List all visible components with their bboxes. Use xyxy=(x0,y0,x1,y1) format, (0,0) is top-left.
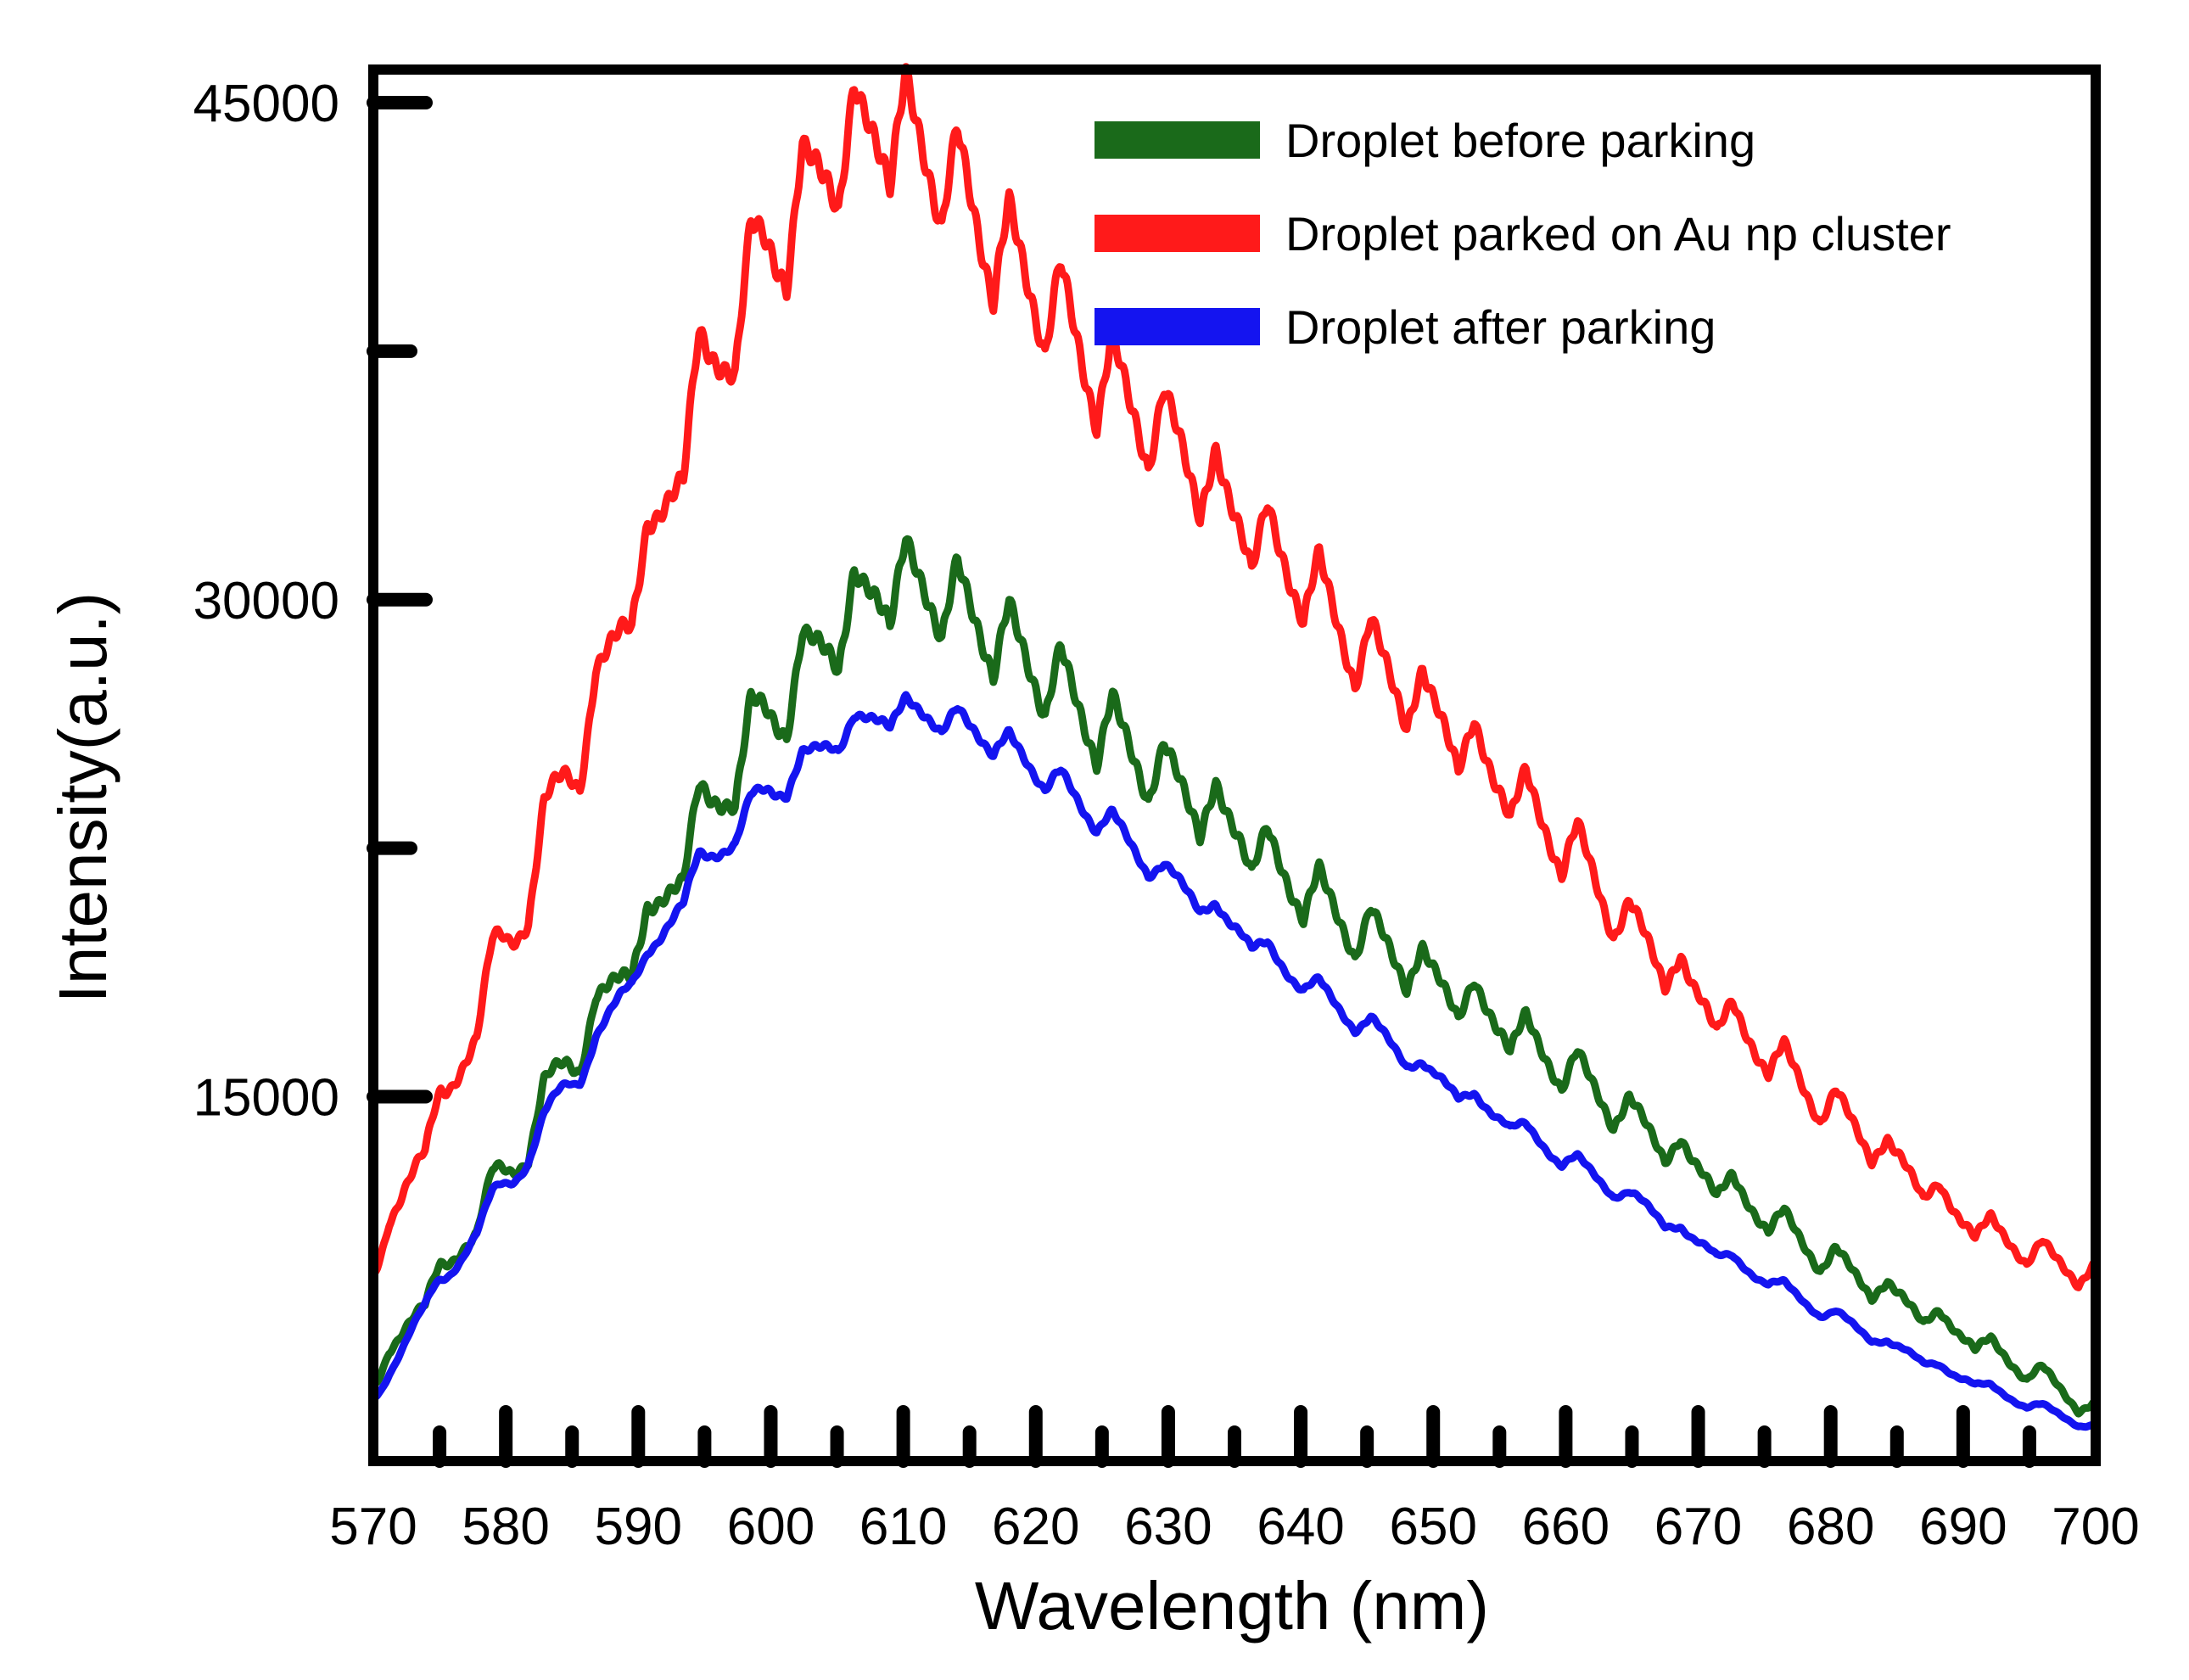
series-line-1 xyxy=(370,535,2098,1418)
x-tick-label: 590 xyxy=(595,1498,682,1556)
series-layer xyxy=(370,63,2099,1431)
y-axis-title: Intensity(a.u.) xyxy=(45,592,120,1004)
x-tick-label: 640 xyxy=(1257,1498,1344,1556)
x-tick-label: 680 xyxy=(1787,1498,1874,1556)
x-tick-label: 610 xyxy=(859,1498,947,1556)
axes-layer: 570 580 590 600 610 620 630 640 650 660 670 680 690 7… xyxy=(193,64,2140,1556)
y-tick-label: 15000 xyxy=(193,1068,339,1127)
y-tick-label: 45000 xyxy=(193,75,339,133)
y-tick-label: 30000 xyxy=(193,572,339,630)
x-axis-title: Wavelength (nm) xyxy=(975,1568,1489,1644)
x-tick-label: 670 xyxy=(1654,1498,1742,1556)
x-tick-label: 600 xyxy=(727,1498,815,1556)
x-tick-label: 650 xyxy=(1390,1498,1477,1556)
x-tick-label: 700 xyxy=(2052,1498,2139,1556)
x-tick-label: 690 xyxy=(1919,1498,2007,1556)
legend-label-1: Droplet before parking xyxy=(1285,114,1755,167)
series-line-3 xyxy=(371,691,2098,1431)
legend-swatch-1 xyxy=(1094,121,1260,159)
x-tick-label: 630 xyxy=(1124,1498,1212,1556)
legend-swatch-2 xyxy=(1094,215,1260,252)
x-tick-label: 580 xyxy=(462,1498,549,1556)
legend-label-3: Droplet after parking xyxy=(1285,300,1716,354)
series-line-2 xyxy=(371,63,2099,1291)
x-tick-label: 620 xyxy=(992,1498,1079,1556)
x-tick-label: 570 xyxy=(329,1498,417,1556)
legend-swatch-3 xyxy=(1094,308,1260,345)
x-tick-label: 660 xyxy=(1522,1498,1610,1556)
legend-label-2: Droplet parked on Au np cluster xyxy=(1285,207,1951,260)
legend: Droplet before parking Droplet parked on … xyxy=(1094,114,1951,354)
